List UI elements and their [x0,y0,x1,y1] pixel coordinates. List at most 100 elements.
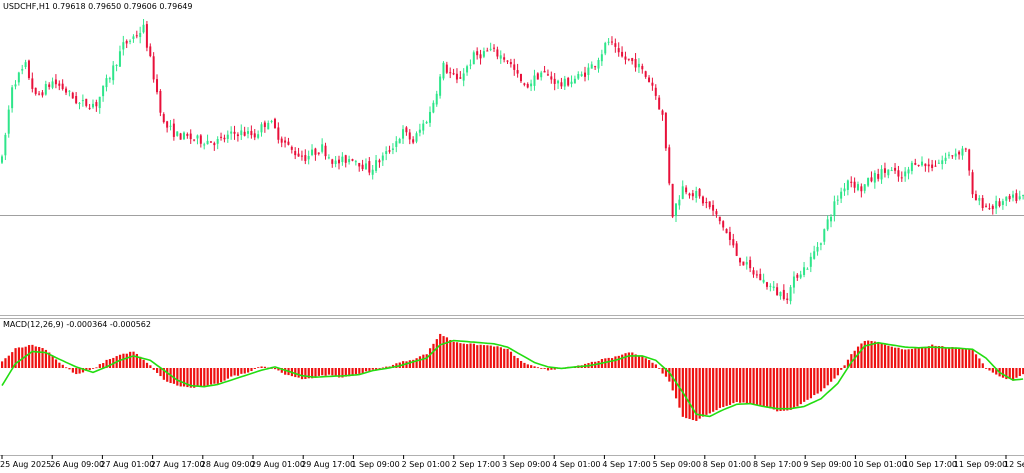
candle [169,120,172,131]
candle [550,71,553,84]
macd-bar [664,368,668,377]
macd-bar [1,361,4,368]
macd-bar [931,344,934,368]
candle [98,96,101,114]
macd-bar [91,368,95,369]
macd-bar [152,368,155,370]
candle [870,171,873,183]
macd-bar [263,366,267,368]
candle [179,132,182,140]
macd-bar [247,368,250,373]
macd-bar [739,368,742,403]
candle [995,195,998,215]
macd-bar [159,368,162,377]
macd-bar [385,366,388,368]
candle [311,144,314,157]
candle [971,169,974,198]
candle [725,228,728,234]
candle [910,160,913,175]
candles [1,19,1024,305]
macd-bar [307,368,310,379]
candle [405,126,408,136]
candle [765,281,768,290]
candle [651,77,654,91]
candle [412,136,415,145]
candle [122,35,125,56]
macd-bar [250,368,253,372]
macd-bar [179,368,182,387]
candle [253,129,256,141]
candle [354,159,357,166]
candle [988,203,991,210]
candle [947,151,950,159]
candle [769,283,772,292]
candle [34,87,37,96]
candle [233,125,236,140]
macd-bar [294,368,297,378]
candle [614,38,617,53]
candle [1005,196,1008,207]
candle [449,67,452,79]
macd-bar [641,356,644,368]
candle [991,204,994,215]
macd-bar [44,349,48,368]
candle [530,79,533,92]
macd-bar [803,368,806,402]
macd-bar [439,333,442,368]
macd-bar [17,347,21,368]
candle [792,271,795,294]
macd-bar [129,351,132,368]
macd-bar [661,368,664,374]
candle [526,82,529,89]
indicator-name: MACD(12,26,9) [3,320,64,329]
candle [573,75,576,84]
x-tick-label: 10 Sep 17:00 [904,460,957,469]
candle [162,112,165,124]
macd-bar [156,368,159,373]
candle [331,158,334,168]
candle [799,270,802,280]
macd-bar [368,368,371,371]
candle [755,270,758,279]
macd-bar [688,368,691,419]
candle [985,203,988,208]
candle [860,183,863,198]
candle [762,273,765,284]
candle [806,267,809,270]
candle [917,164,920,167]
macd-bar [712,368,715,412]
candle [44,80,47,96]
macd-bar [1018,368,1021,376]
candle [937,159,940,164]
macd-bar [499,347,502,368]
macd-bar [971,349,974,368]
candle [381,152,384,166]
macd-bar [105,359,108,368]
candle [853,177,856,193]
candle [182,131,185,141]
candle [270,119,273,124]
candle [226,130,229,143]
macd-bar [1015,368,1018,378]
candle [203,142,206,150]
candle [489,42,492,52]
candle [385,146,388,161]
candle [705,197,708,209]
candle [519,73,522,83]
candle [236,132,239,142]
candle [887,169,890,179]
candle [752,267,755,278]
macd-bar [934,345,937,368]
candle [833,195,836,222]
macd-bar [846,359,850,368]
x-tick-label: 27 Aug 17:00 [151,460,205,469]
macd-bar [135,353,138,368]
indicator-window-title: MACD(12,26,9) -0.000364 -0.000562 [3,320,151,330]
macd-bar [856,346,860,368]
macd-bar [48,352,51,368]
candle [149,43,152,58]
macd-bar [145,362,149,368]
